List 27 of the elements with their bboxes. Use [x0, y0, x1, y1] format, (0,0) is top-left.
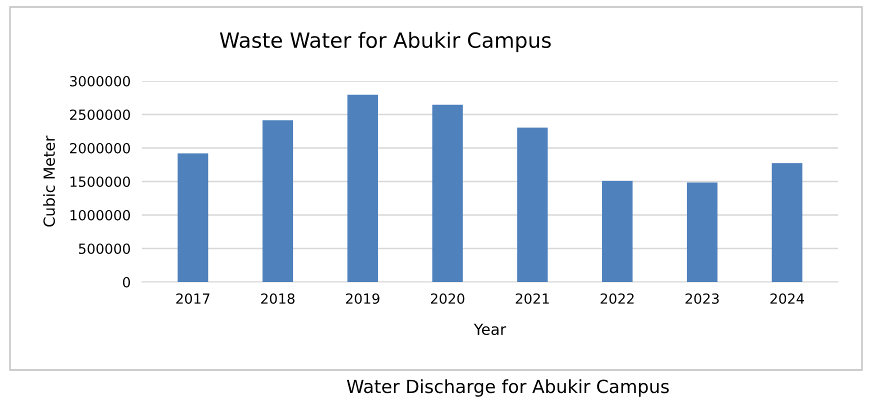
- x-tick-label: 2022: [600, 293, 634, 304]
- bar: [347, 94, 378, 282]
- bar: [517, 128, 548, 282]
- y-tick-label: 2000000: [70, 142, 130, 154]
- x-axis-title: Year: [474, 324, 506, 336]
- bar: [178, 153, 208, 282]
- x-tick-label: 2018: [261, 293, 295, 304]
- y-tick-label: 500000: [78, 243, 130, 254]
- x-tick-label: 2017: [176, 293, 210, 304]
- x-tick-label: 2020: [430, 293, 464, 304]
- x-tick-label: 2021: [516, 293, 549, 304]
- bar: [686, 182, 718, 282]
- chart-title: Waste Water for Abukir Campus: [220, 32, 551, 52]
- bar: [602, 180, 633, 282]
- bar: [432, 104, 463, 282]
- y-tick-label: 0: [122, 276, 130, 288]
- bar: [772, 163, 802, 282]
- y-tick-label: 3000000: [70, 76, 130, 86]
- text: Water Discharge for Abukir Campus: [346, 379, 669, 397]
- x-tick-label: 2023: [686, 293, 719, 304]
- x-tick-label: 2024: [770, 293, 804, 304]
- y-tick-label: 1500000: [70, 176, 130, 187]
- bar: [262, 120, 294, 282]
- y-tick-label: 2500000: [70, 109, 130, 120]
- x-tick-label: 2019: [346, 293, 380, 304]
- y-axis-title: Cubic Meter: [43, 136, 55, 227]
- y-tick-label: 1000000: [70, 210, 130, 220]
